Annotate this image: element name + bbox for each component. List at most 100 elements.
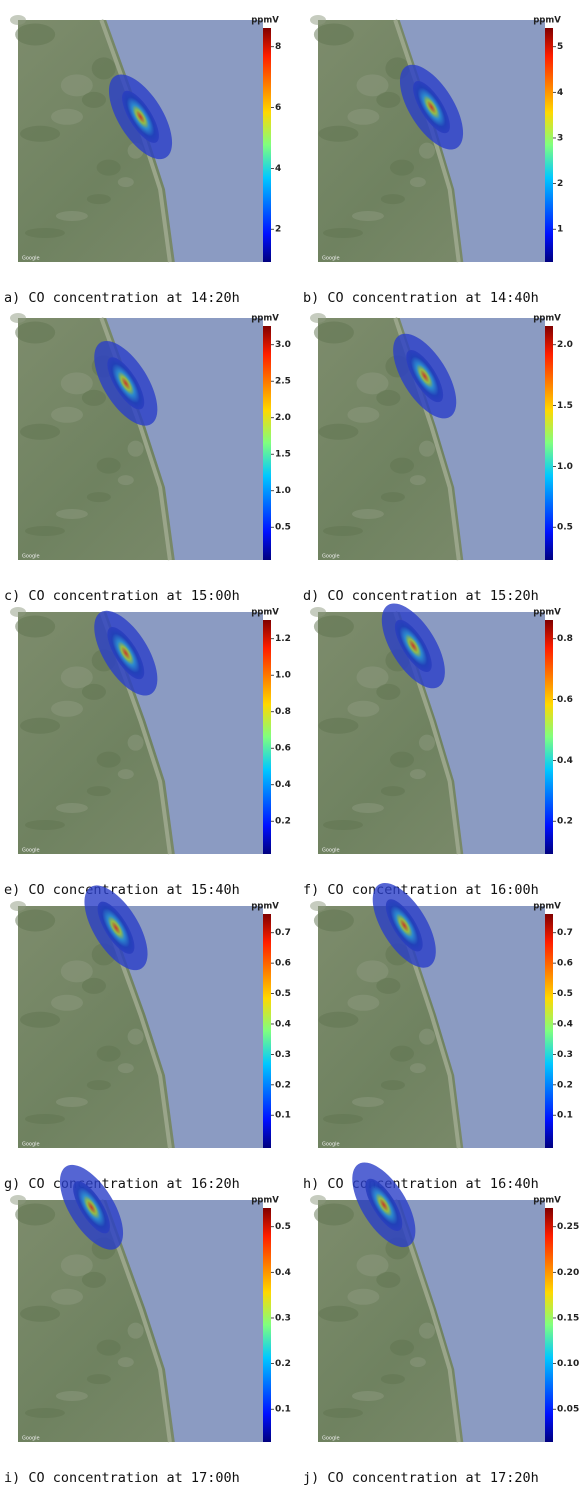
map-attribution: Google	[22, 1436, 40, 1442]
panel: Google ppmV 0.7 0.6 0.5 0.4 0.3 0.2 0.1 g) CO con…	[4, 885, 291, 1192]
map-texture	[380, 1374, 405, 1385]
map-texture	[318, 717, 359, 734]
map-texture	[24, 819, 65, 830]
colorbar	[545, 914, 553, 1148]
colorbar-tick-label: 0.6	[275, 959, 291, 969]
colorbar	[545, 620, 553, 854]
map-texture	[55, 1391, 88, 1402]
plume-core	[394, 619, 432, 672]
map-texture	[418, 1028, 435, 1045]
colorbar-tick-label: 0.05	[557, 1405, 579, 1415]
colorbar-tick-label: 0.4	[557, 756, 573, 766]
map-texture	[418, 734, 435, 751]
colorbar-tick-label: 0.6	[557, 959, 573, 969]
map-texture	[117, 475, 134, 486]
map-texture	[318, 1011, 359, 1028]
map-texture	[351, 509, 384, 520]
map-texture	[380, 492, 405, 503]
map-texture	[86, 786, 111, 797]
colorbar	[263, 28, 271, 262]
map-texture	[380, 786, 405, 797]
panel: Google ppmV 0.7 0.6 0.5 0.4 0.3 0.2 0.1 h) CO con…	[303, 883, 573, 1192]
map-texture	[15, 909, 56, 932]
colorbar-tick-label: 0.10	[557, 1359, 579, 1369]
map-texture	[10, 607, 26, 617]
panel: Google ppmV 0.25 0.20 0.15 0.10 0.05 j) CO conc…	[303, 1162, 579, 1486]
colorbar-tick-label: 0.1	[275, 1405, 291, 1415]
map-texture	[380, 1080, 405, 1091]
map-texture	[376, 977, 401, 994]
map-texture	[347, 700, 380, 717]
map-texture	[389, 457, 414, 474]
map-texture	[51, 406, 83, 423]
map-attribution: Google	[22, 848, 40, 854]
map-texture	[15, 23, 56, 46]
colorbar	[263, 620, 271, 854]
colorbar	[545, 1208, 553, 1442]
colorbar-unit: ppmV	[533, 16, 561, 26]
map-texture	[127, 734, 144, 751]
map-texture	[356, 1254, 389, 1277]
map-texture	[313, 321, 354, 344]
map-texture	[322, 819, 363, 830]
map-texture	[20, 1305, 61, 1322]
map-texture	[322, 1407, 363, 1418]
coastline	[99, 1199, 172, 1443]
map-texture	[310, 607, 326, 617]
colorbar-tick-label: 0.20	[557, 1268, 579, 1278]
panel-caption: f) CO concentration at 16:00h	[303, 882, 539, 898]
colorbar-tick-label: 2.0	[557, 340, 573, 350]
map-texture	[15, 1203, 56, 1226]
map-texture	[24, 525, 65, 536]
map-texture	[347, 1288, 380, 1305]
map-texture	[10, 901, 26, 911]
map-sea	[106, 906, 263, 1148]
panel: Google ppmV 2.0 1.5 1.0 0.5 d) CO concentratio…	[303, 313, 573, 604]
map-texture	[351, 1097, 384, 1108]
map-texture	[418, 142, 435, 159]
colorbar	[263, 914, 271, 1148]
colorbar-tick-label: 1.0	[275, 486, 291, 496]
colorbar-tick-label: 0.1	[275, 1111, 291, 1121]
map-texture	[91, 57, 116, 80]
map-texture	[51, 1288, 83, 1305]
colorbar-tick-label: 0.2	[275, 1359, 291, 1369]
map-texture	[96, 1045, 121, 1062]
colorbar-tick-label: 0.2	[557, 817, 573, 827]
colorbar-tick-label: 2	[557, 179, 563, 189]
map-texture	[10, 313, 26, 323]
panel: Google ppmV 8 6 4 2 a) CO concentration at 14:…	[4, 15, 281, 306]
map-attribution: Google	[22, 1142, 40, 1148]
map-texture	[351, 1391, 384, 1402]
colorbar-unit: ppmV	[533, 902, 561, 912]
map-texture	[347, 994, 380, 1011]
colorbar-tick-label: 2	[275, 225, 281, 235]
map-sea	[399, 1200, 545, 1442]
map-texture	[313, 615, 354, 638]
map-texture	[20, 125, 61, 142]
colorbar-tick-label: 1.5	[557, 401, 573, 411]
map-texture	[86, 492, 111, 503]
map-texture	[81, 1271, 106, 1288]
map-texture	[376, 91, 401, 108]
colorbar-tick-label: 4	[557, 88, 563, 98]
panel-caption: c) CO concentration at 15:00h	[4, 588, 240, 604]
plume-core	[97, 901, 135, 954]
map-texture	[86, 1080, 111, 1091]
colorbar-tick-label: 0.3	[275, 1050, 291, 1060]
coastline	[393, 1199, 461, 1443]
colorbar-tick-label: 0.7	[275, 928, 291, 938]
map-attribution: Google	[322, 256, 340, 262]
map-texture	[313, 23, 354, 46]
map-texture	[356, 666, 389, 689]
colorbar	[545, 28, 553, 262]
colorbar-tick-label: 1	[557, 225, 563, 235]
map-texture	[127, 1028, 144, 1045]
map-texture	[86, 1374, 111, 1385]
colorbar-tick-label: 0.4	[275, 1019, 291, 1029]
colorbar-tick-label: 0.5	[275, 523, 291, 533]
map-texture	[96, 1339, 121, 1356]
map-texture	[310, 1195, 326, 1205]
map-texture	[351, 211, 384, 222]
map-texture	[409, 177, 426, 188]
